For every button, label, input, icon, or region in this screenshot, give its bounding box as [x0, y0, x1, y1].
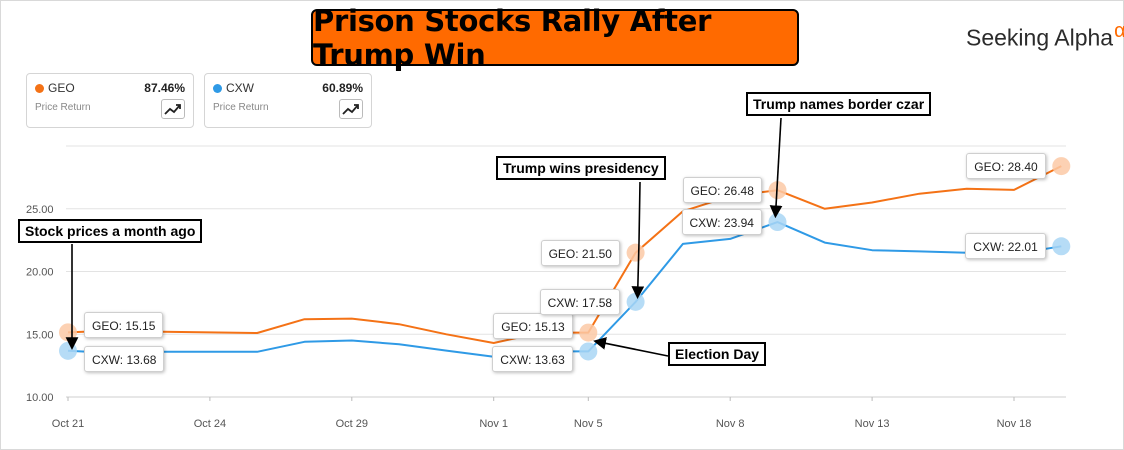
trend-up-icon[interactable]: [339, 99, 363, 119]
y-tick-label: 20.00: [26, 267, 54, 279]
tooltip-geo: GEO: 15.15: [84, 312, 164, 339]
annotation-label: Stock prices a month ago: [18, 219, 203, 243]
data-marker-geo[interactable]: [1052, 157, 1071, 176]
tooltip-cxw: CXW: 23.94: [681, 209, 762, 236]
x-tick-label: Nov 13: [855, 418, 890, 430]
data-marker-cxw[interactable]: [626, 292, 645, 311]
x-tick-label: Nov 5: [574, 418, 603, 430]
x-tick-label: Nov 1: [479, 418, 508, 430]
geo-color-dot: [35, 84, 44, 93]
x-tick-label: Oct 29: [336, 418, 368, 430]
y-axis-ticks: 10.00 15.00 20.00 25.00: [26, 204, 54, 404]
brand-symbol: α: [1114, 20, 1124, 42]
data-marker-geo[interactable]: [59, 323, 77, 342]
tooltip-cxw: CXW: 13.63: [492, 346, 573, 373]
data-marker-geo[interactable]: [626, 243, 645, 262]
tooltip-geo: GEO: 21.50: [540, 239, 620, 266]
legend-return: 87.46%: [144, 81, 185, 95]
legend-card-cxw[interactable]: CXW 60.89% Price Return: [204, 73, 372, 128]
tooltip-cxw: CXW: 17.58: [539, 288, 621, 315]
legend-ticker: CXW: [226, 81, 254, 95]
annotation-label: Election Day: [668, 342, 767, 366]
trend-up-icon[interactable]: [161, 99, 185, 119]
data-marker-cxw[interactable]: [1052, 237, 1071, 256]
data-marker-geo[interactable]: [579, 323, 598, 342]
x-tick-label: Nov 18: [997, 418, 1032, 430]
annotation-label: Trump wins presidency: [496, 156, 666, 180]
annotation-arrow: [593, 337, 669, 357]
x-tick-label: Oct 21: [52, 418, 84, 430]
y-tick-label: 10.00: [26, 392, 54, 404]
y-tick-label: 15.00: [26, 329, 54, 341]
legend-return: 60.89%: [322, 81, 363, 95]
brand-name: Seeking Alpha: [966, 24, 1114, 51]
data-marker-cxw[interactable]: [59, 341, 77, 360]
tooltip-geo: GEO: 15.13: [493, 312, 573, 339]
legend-card-geo[interactable]: GEO 87.46% Price Return: [26, 73, 194, 128]
tooltip-cxw: CXW: 22.01: [965, 233, 1046, 260]
data-marker-cxw[interactable]: [579, 342, 598, 361]
legend-ticker: GEO: [48, 81, 75, 95]
annotation-arrow: [769, 117, 783, 219]
tooltip-geo: GEO: 28.40: [966, 153, 1046, 180]
annotation-label: Trump names border czar: [746, 92, 932, 116]
annotation-arrows: [65, 117, 783, 357]
legend-subtitle: Price Return: [35, 102, 91, 113]
tooltip-cxw: CXW: 13.68: [84, 345, 165, 372]
annotation-arrow: [631, 181, 645, 300]
x-tick-label: Nov 8: [716, 418, 745, 430]
x-axis-ticks: Oct 21 Oct 24 Oct 29 Nov 1 Nov 5 Nov 8 Nov 13 N…: [52, 397, 1032, 430]
legend-subtitle: Price Return: [213, 102, 269, 113]
data-marker-cxw[interactable]: [768, 213, 787, 232]
chart-title: Prison Stocks Rally After Trump Win: [311, 4, 799, 72]
x-tick-label: Oct 24: [194, 418, 226, 430]
tooltip-geo: GEO: 26.48: [682, 177, 762, 204]
y-tick-label: 25.00: [26, 204, 54, 216]
seeking-alpha-logo: Seeking Alphaα: [966, 20, 1124, 52]
cxw-color-dot: [213, 84, 222, 93]
